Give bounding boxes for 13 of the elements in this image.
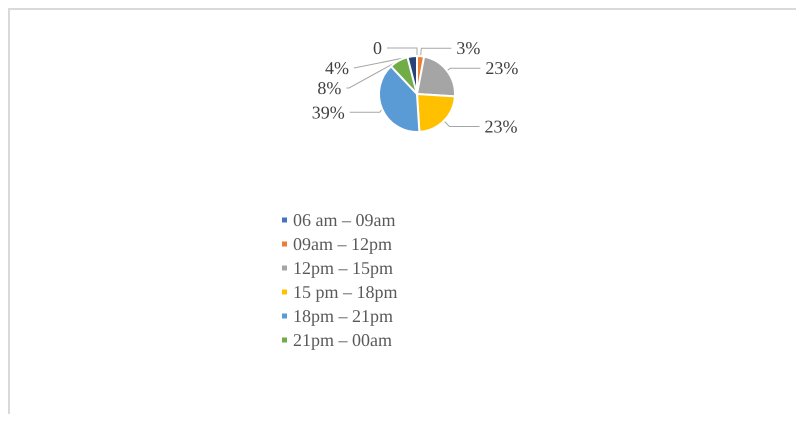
legend-label: 09am – 12pm	[293, 234, 392, 254]
legend-label: 06 am – 09am	[293, 210, 396, 230]
legend-label: 18pm – 21pm	[293, 306, 394, 326]
legend-label: 15 pm – 18pm	[293, 282, 398, 302]
data-label: 39%	[312, 102, 345, 122]
legend-label: 12pm – 15pm	[293, 258, 394, 278]
data-label: 23%	[484, 116, 518, 137]
text: 0	[373, 38, 382, 58]
data-label: 4%	[324, 58, 349, 78]
data-label: 8%	[317, 78, 342, 98]
data-label: 3%	[456, 38, 480, 58]
legend-label: 21pm – 00am	[293, 330, 392, 350]
data-label: 23%	[485, 58, 518, 78]
